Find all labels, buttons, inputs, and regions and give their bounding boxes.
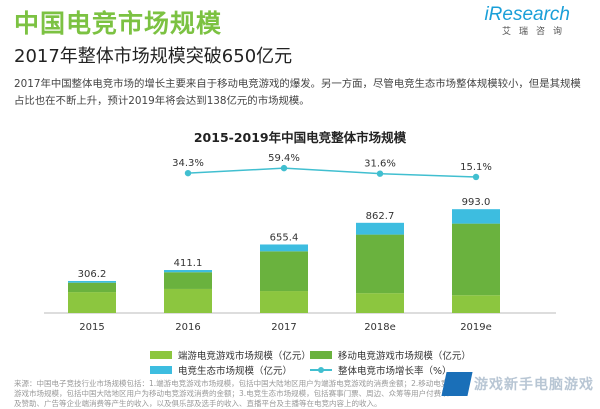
logo-subtext: 艾瑞咨询 [501, 27, 570, 37]
legend-item-growth: 整体电竞市场增长率（%） [310, 363, 470, 377]
legend-item-pc: 端游电竞游戏市场规模（亿元） [150, 348, 311, 362]
watermark: 游戏新手电脑游戏 [441, 372, 594, 396]
growth-point [184, 169, 192, 177]
bar-segment [260, 291, 308, 313]
bar-segment [68, 280, 116, 283]
bar-segment [356, 293, 404, 313]
growth-label: 34.3% [172, 158, 204, 169]
legend-swatch [310, 350, 332, 359]
legend-item-ecosystem: 电竞生态市场规模（亿元） [150, 363, 310, 377]
growth-line [187, 167, 477, 178]
watermark-logo-icon [441, 372, 473, 396]
growth-point [472, 173, 480, 181]
growth-point [280, 164, 288, 172]
subtitle: 2017年整体市场规模突破650亿元 [14, 46, 293, 67]
bar-segment [452, 295, 500, 313]
legend-swatch [150, 365, 172, 374]
bar-segment [164, 272, 212, 289]
legend-swatch [150, 350, 172, 359]
legend-label: 端游电竞游戏市场规模（亿元） [177, 350, 311, 362]
bar-segment [452, 223, 500, 296]
bar-segment [356, 234, 404, 294]
bar-segment [356, 222, 404, 235]
legend-label: 电竞生态市场规模（亿元） [178, 365, 293, 377]
bar-segment [452, 209, 500, 224]
total-label: 993.0 [462, 197, 491, 208]
description: 2017年中国整体电竞市场的增长主要来自于移动电竞游戏的爆发。另一方面，尽管电竞… [14, 78, 581, 107]
total-label: 862.7 [366, 211, 395, 222]
x-tick-label: 2019e [460, 322, 492, 333]
bar-segment [68, 292, 116, 313]
bar-segment [68, 282, 116, 293]
growth-label: 59.4% [268, 153, 300, 164]
legend-label: 整体电竞市场增长率（%） [338, 365, 452, 377]
bar-segment [164, 270, 212, 273]
source-note: 来源：中国电子竞技行业市场规模包括：1.端游电竞游戏市场规模，包括中国大陆地区用… [14, 379, 449, 408]
total-label: 655.4 [270, 232, 299, 243]
logo-text: iResearch [484, 4, 570, 25]
growth-point [376, 170, 384, 177]
legend-item-mobile: 移动电竞游戏市场规模（亿元） [310, 348, 471, 362]
growth-label: 31.6% [364, 159, 396, 170]
page-title: 中国电竞市场规模 [14, 9, 223, 38]
bar-segment [260, 244, 308, 252]
bar-segment [164, 288, 212, 313]
x-tick-label: 2018e [364, 322, 396, 333]
chart-title: 2015-2019年中国电竞整体市场规模 [193, 130, 407, 145]
watermark-text: 游戏新手电脑游戏 [474, 377, 594, 393]
growth-label: 15.1% [460, 162, 492, 173]
x-tick-label: 2015 [79, 322, 104, 333]
logo: iResearch 艾瑞咨询 [484, 4, 570, 37]
legend: 端游电竞游戏市场规模（亿元） 移动电竞游戏市场规模（亿元） 电竞生态市场规模（亿… [150, 347, 471, 377]
bar-chart: 306.2 2015 411.1 2016 655.4 2017 862.7 2018e 993… [44, 153, 556, 333]
bar-segment [260, 251, 308, 292]
legend-label: 移动电竞游戏市场规模（亿元） [337, 350, 471, 362]
total-label: 306.2 [78, 269, 107, 280]
legend-line-swatch [310, 366, 332, 374]
total-label: 411.1 [174, 258, 203, 269]
x-tick-label: 2017 [271, 322, 296, 333]
x-tick-label: 2016 [175, 322, 200, 333]
